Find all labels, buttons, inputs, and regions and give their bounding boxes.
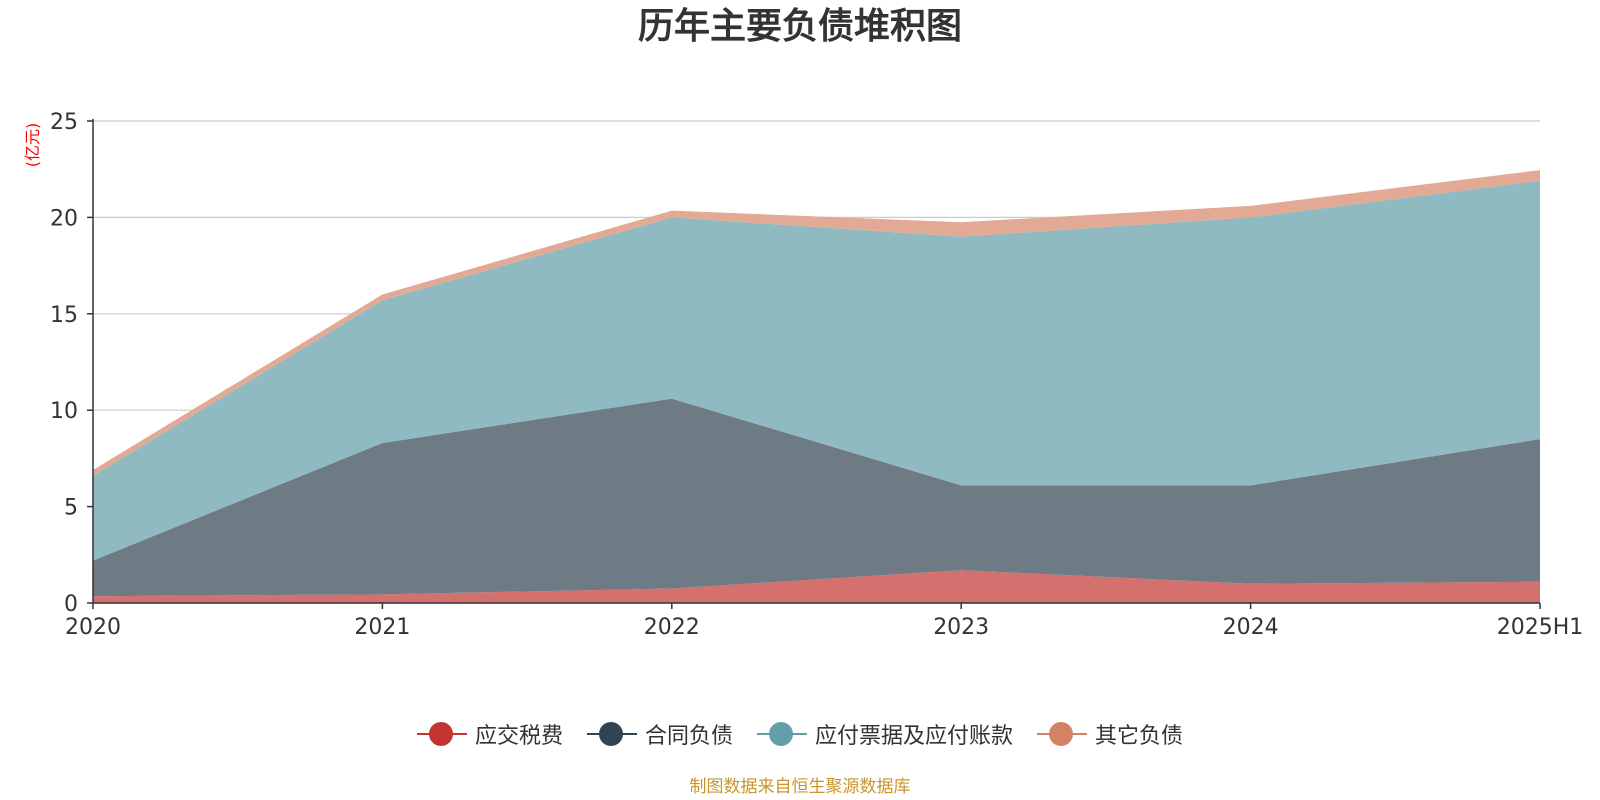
chart-legend: 应交税费 合同负债 应付票据及应付账款 其它负债 [0, 718, 1600, 750]
legend-dot-icon [769, 722, 793, 746]
x-tick-label: 2021 [354, 615, 410, 640]
y-tick-label: 0 [64, 592, 78, 617]
chart-title: 历年主要负债堆积图 [638, 6, 962, 47]
legend-dot-icon [428, 722, 453, 746]
x-tick-label: 2023 [933, 615, 989, 640]
axes: 0 5 10 15 20 25 2020 2021 2022 2023 2024 2025H1 [50, 110, 1583, 640]
legend-marker-icon [416, 721, 467, 747]
legend-dot-icon [598, 722, 623, 746]
plot-area [93, 170, 1540, 603]
legend-marker-icon [757, 721, 807, 747]
y-tick-label: 25 [50, 110, 78, 135]
legend-label: 合同负债 [644, 724, 733, 749]
source-note: 制图数据来自恒生聚源数据库 [690, 777, 911, 797]
legend-label: 其它负债 [1095, 724, 1184, 749]
area-series-2 [93, 398, 1540, 597]
x-tick-label: 2020 [65, 615, 121, 640]
y-tick-label: 10 [50, 399, 78, 424]
x-tick-label: 2024 [1223, 615, 1279, 640]
y-tick-label: 20 [50, 206, 78, 231]
y-axis-unit-label: (亿元) [23, 123, 42, 168]
legend-dot-icon [1049, 722, 1074, 746]
legend-item-4[interactable]: 其它负债 [1037, 718, 1183, 750]
legend-label: 应交税费 [474, 724, 563, 749]
area-series-3 [93, 180, 1540, 561]
legend-marker-icon [1037, 721, 1088, 747]
legend-marker-icon [586, 721, 637, 747]
legend-label: 应付票据及应付账款 [815, 724, 1014, 749]
x-tick-label: 2025H1 [1497, 615, 1584, 640]
legend-item-1[interactable]: 应交税费 [416, 718, 563, 750]
x-tick-label: 2022 [644, 615, 700, 640]
y-tick-label: 5 [64, 496, 78, 521]
legend-item-2[interactable]: 合同负债 [586, 718, 733, 750]
y-tick-label: 15 [50, 303, 78, 328]
legend-item-3[interactable]: 应付票据及应付账款 [757, 718, 1013, 750]
area-series-1 [93, 570, 1540, 603]
